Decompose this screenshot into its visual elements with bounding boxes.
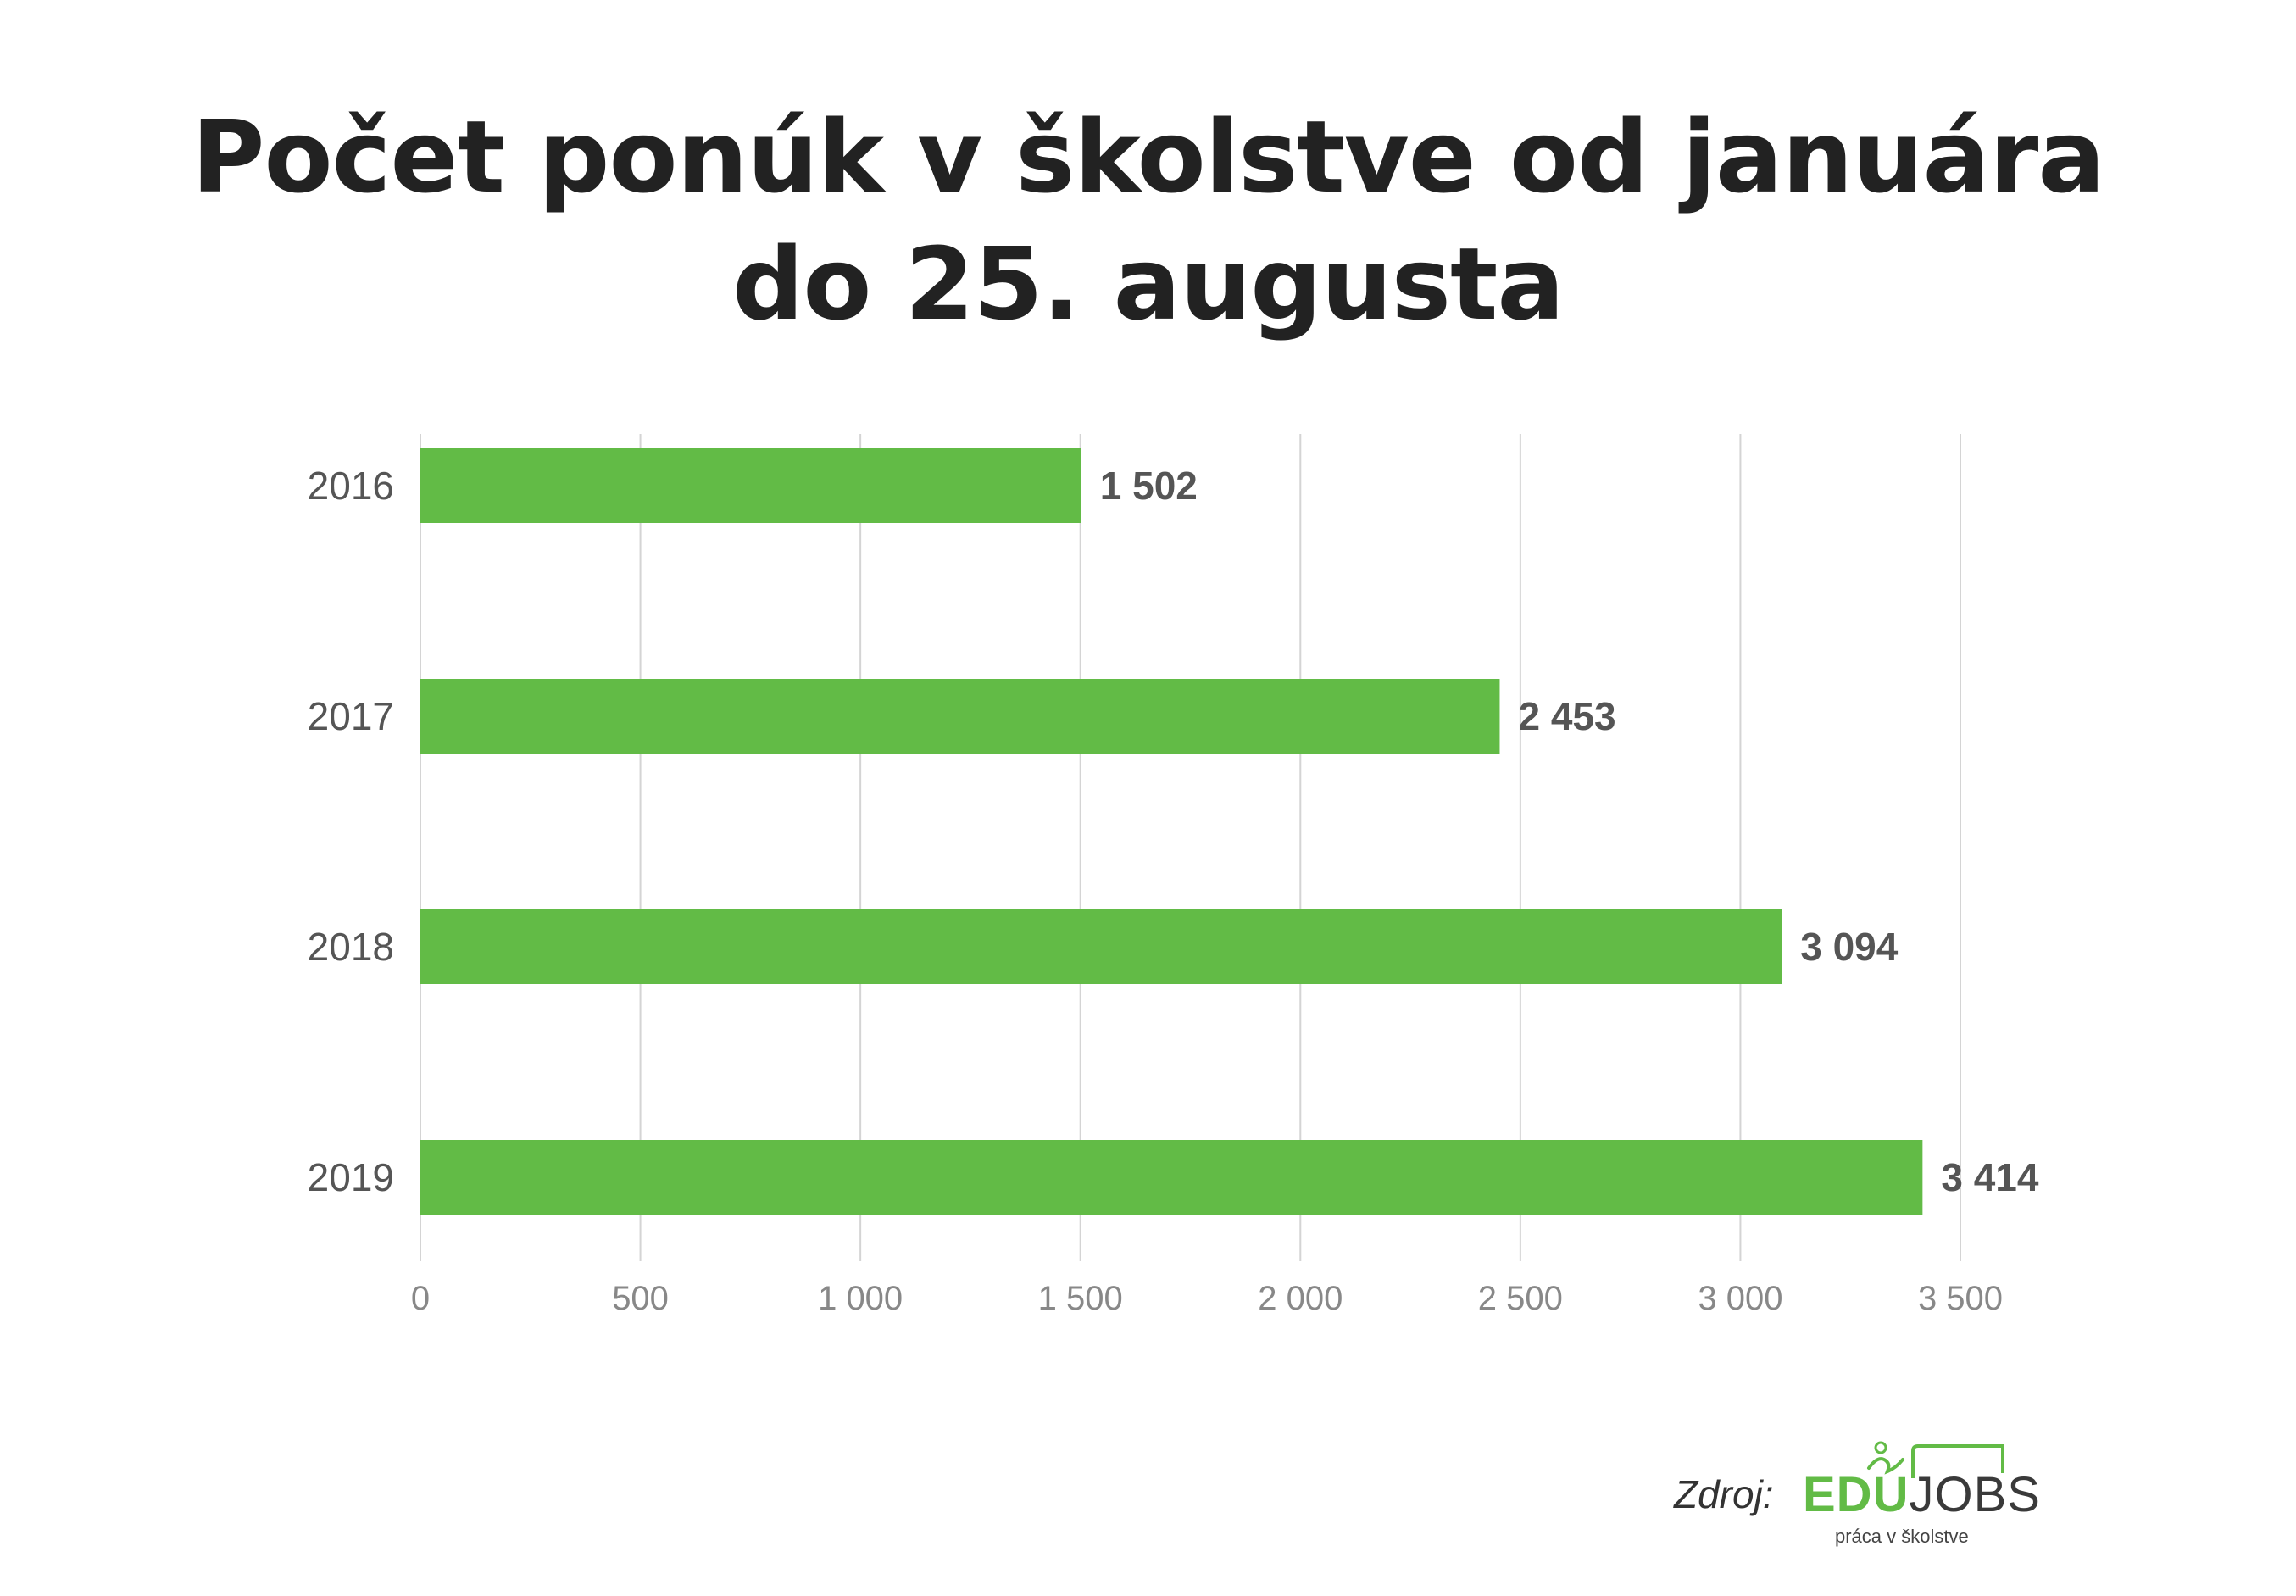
runner-at-board-icon (1867, 1441, 2004, 1478)
bar-2018 (420, 909, 1782, 984)
gridlines (420, 434, 1961, 1261)
edujobs-logo[interactable]: EDUJOBS práca v školstve (1803, 1441, 2040, 1551)
data-label: 2 453 (1518, 694, 1615, 738)
x-tick-label: 1 500 (1038, 1280, 1123, 1317)
data-label: 3 414 (1941, 1155, 2039, 1199)
chart-title: Počet ponúk v školstve od januára do 25.… (0, 93, 2296, 348)
x-tick-label: 0 (411, 1280, 430, 1317)
bar-2017 (420, 679, 1500, 754)
data-label: 1 502 (1100, 464, 1198, 508)
source-credit: Zdroj: EDUJOBS práca v školstve (1674, 1441, 2040, 1551)
logo-edu: EDU (1803, 1467, 1910, 1522)
category-label: 2019 (308, 1155, 394, 1199)
bar-2019 (420, 1140, 1923, 1215)
chart-title-line-1: Počet ponúk v školstve od januára (192, 98, 2105, 215)
category-label: 2016 (308, 464, 394, 508)
labels: 0 500 1 000 1 500 2 000 2 500 3 000 3 500 2016 1 … (308, 464, 2039, 1317)
logo-wordmark: EDUJOBS (1803, 1468, 2041, 1522)
category-label: 2018 (308, 925, 394, 969)
logo-tagline: práca v školstve (1835, 1526, 1969, 1547)
x-tick-label: 500 (612, 1280, 669, 1317)
chart-title-line-2: do 25. augusta (731, 225, 1565, 342)
data-label: 3 094 (1800, 925, 1899, 969)
x-tick-label: 3 000 (1698, 1280, 1782, 1317)
bar-2016 (420, 448, 1081, 523)
category-label: 2017 (308, 694, 394, 738)
x-tick-label: 3 500 (1918, 1280, 2003, 1317)
x-tick-label: 2 500 (1478, 1280, 1563, 1317)
bars (420, 448, 1923, 1215)
x-tick-label: 2 000 (1258, 1280, 1343, 1317)
logo-jobs: JOBS (1909, 1467, 2041, 1522)
x-tick-label: 1 000 (818, 1280, 903, 1317)
source-label: Zdroj: (1674, 1472, 1774, 1516)
